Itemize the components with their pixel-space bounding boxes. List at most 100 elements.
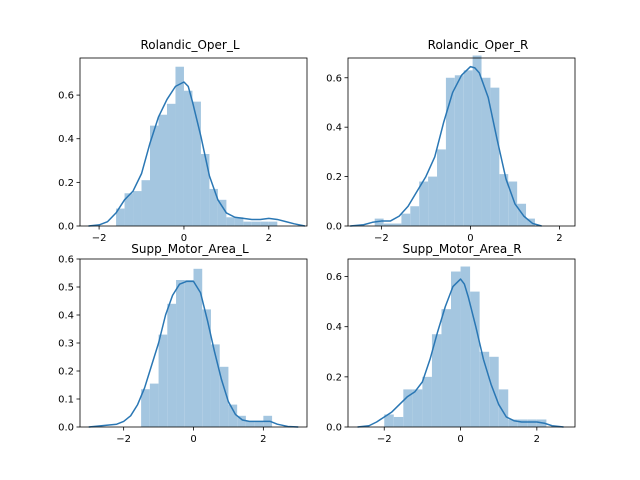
hist-bar-rolandic-oper-r-9	[454, 75, 464, 226]
hist-bar-supp-motor-area-l-3	[167, 303, 177, 427]
hist-bar-supp-motor-area-l-2	[158, 334, 168, 427]
subplot-supp-motor-area-l: −2 0 2 0.0 0.1 0.2 0.3 0.4 0.5 0.6	[58, 255, 308, 445]
hist-bar-supp-motor-area-r-8	[460, 266, 471, 427]
hist-bar-supp-motor-area-l-9	[219, 366, 229, 427]
hist-bar-supp-motor-area-r-12	[498, 389, 509, 427]
hist-bar-rolandic-oper-r-16	[517, 203, 527, 226]
hist-bar-supp-motor-area-r-1	[393, 416, 404, 427]
y-tick-label-supp-motor-area-r-2: 0.4	[326, 322, 342, 333]
axes-frame-supp-motor-area-r	[347, 258, 576, 428]
x-tick-label-supp-motor-area-r-2: 2	[534, 434, 540, 445]
y-tick-label-supp-motor-area-l-0: 0.0	[58, 423, 74, 434]
hist-bar-rolandic-oper-r-1	[383, 223, 393, 226]
hist-bar-rolandic-oper-l-11	[209, 188, 218, 226]
hist-bar-supp-motor-area-r-5	[431, 334, 442, 427]
hist-bar-rolandic-oper-l-18	[268, 221, 278, 226]
y-tick-label-rolandic-oper-l-2: 0.4	[58, 134, 74, 145]
x-tick-label-rolandic-oper-r-1: 0	[467, 233, 473, 244]
y-tick-label-rolandic-oper-l-3: 0.6	[58, 91, 74, 102]
x-tick-label-rolandic-oper-l-0: −2	[92, 233, 107, 244]
hist-bar-rolandic-oper-r-10	[463, 70, 473, 226]
y-tick-label-supp-motor-area-l-6: 0.6	[58, 255, 74, 266]
x-tick-label-supp-motor-area-l-0: −2	[116, 434, 131, 445]
hist-bar-supp-motor-area-r-15	[527, 419, 537, 427]
kde-line-rolandic-oper-r	[350, 65, 542, 227]
x-tick-label-supp-motor-area-l-2: 2	[260, 434, 266, 445]
y-tick-label-rolandic-oper-l-1: 0.2	[58, 178, 74, 189]
y-tick-label-rolandic-oper-r-1: 0.2	[326, 172, 342, 183]
hist-bar-supp-motor-area-l-1	[149, 383, 159, 427]
hist-bar-rolandic-oper-r-7	[437, 149, 446, 226]
y-tick-label-supp-motor-area-l-2: 0.2	[58, 367, 74, 378]
kde-line-supp-motor-area-l	[88, 280, 299, 428]
subplot-rolandic-oper-l: −2 0 2 0.0 0.2 0.4 0.6	[58, 57, 308, 244]
hist-bar-rolandic-oper-l-2	[133, 191, 142, 226]
hist-bar-rolandic-oper-r-2	[392, 223, 402, 226]
x-tick-label-rolandic-oper-l-1: 0	[181, 233, 187, 244]
y-tick-label-supp-motor-area-r-3: 0.6	[326, 272, 342, 283]
y-tick-label-supp-motor-area-l-4: 0.4	[58, 311, 74, 322]
y-tick-label-supp-motor-area-l-1: 0.1	[58, 395, 74, 406]
hist-bar-rolandic-oper-l-16	[251, 221, 261, 226]
hist-bar-supp-motor-area-r-0	[384, 414, 394, 427]
panel-title-supp-motor-area-l: Supp_Motor_Area_L	[131, 242, 249, 256]
hist-bar-rolandic-oper-l-5	[158, 114, 167, 226]
x-tick-label-supp-motor-area-l-1: 0	[190, 434, 196, 445]
hist-bar-rolandic-oper-l-1	[124, 193, 134, 226]
hist-bar-supp-motor-area-l-5	[184, 280, 194, 427]
hist-bar-rolandic-oper-l-17	[260, 221, 269, 226]
hist-bar-rolandic-oper-r-12	[481, 77, 491, 226]
hist-bar-rolandic-oper-r-13	[490, 87, 500, 227]
hist-bar-rolandic-oper-r-14	[499, 174, 509, 226]
y-tick-label-supp-motor-area-l-5: 0.5	[58, 283, 74, 294]
x-tick-label-rolandic-oper-r-0: −2	[374, 233, 389, 244]
subplot-rolandic-oper-r: −2 0 2 0.0 0.2 0.4 0.6	[326, 55, 576, 244]
x-tick-label-rolandic-oper-l-2: 2	[266, 233, 272, 244]
hist-bar-supp-motor-area-l-4	[176, 280, 185, 427]
hist-bar-supp-motor-area-r-10	[479, 351, 490, 427]
y-tick-label-rolandic-oper-r-0: 0.0	[326, 222, 342, 233]
hist-bar-supp-motor-area-l-7	[202, 309, 211, 427]
hist-bar-rolandic-oper-l-3	[141, 180, 151, 226]
hist-bar-supp-motor-area-r-13	[508, 419, 518, 427]
hist-bar-rolandic-oper-l-0	[116, 208, 125, 226]
hist-bar-rolandic-oper-r-0	[374, 218, 384, 226]
hist-bar-supp-motor-area-l-6	[193, 268, 203, 427]
hist-bar-rolandic-oper-r-11	[472, 55, 482, 226]
hist-bar-supp-motor-area-l-11	[237, 415, 246, 427]
hist-bar-supp-motor-area-r-3	[412, 389, 423, 427]
hist-bar-rolandic-oper-l-10	[200, 154, 210, 226]
hist-bar-rolandic-oper-l-13	[226, 217, 235, 226]
x-tick-label-supp-motor-area-r-1: 0	[457, 434, 463, 445]
hist-bar-rolandic-oper-l-8	[183, 90, 193, 226]
panel-title-rolandic-oper-l: Rolandic_Oper_L	[140, 38, 239, 52]
hist-bar-rolandic-oper-l-7	[175, 66, 184, 226]
panel-title-supp-motor-area-r: Supp_Motor_Area_R	[402, 242, 521, 256]
y-tick-label-rolandic-oper-r-3: 0.6	[326, 73, 342, 84]
hist-bar-rolandic-oper-l-6	[166, 103, 176, 226]
hist-bar-rolandic-oper-r-3	[401, 213, 411, 226]
hist-bar-rolandic-oper-r-4	[410, 206, 420, 226]
hist-bar-supp-motor-area-l-13	[254, 421, 264, 427]
hist-bar-rolandic-oper-r-15	[508, 181, 518, 226]
x-tick-label-supp-motor-area-r-0: −2	[377, 434, 392, 445]
hist-bar-supp-motor-area-r-4	[422, 376, 432, 427]
panel-title-rolandic-oper-r: Rolandic_Oper_R	[428, 38, 529, 52]
y-tick-label-supp-motor-area-l-3: 0.3	[58, 339, 74, 350]
axes-frame-rolandic-oper-r	[347, 57, 576, 227]
hist-bar-supp-motor-area-r-6	[441, 309, 452, 427]
hist-bar-rolandic-oper-l-4	[150, 125, 159, 226]
kde-line-supp-motor-area-r	[357, 278, 564, 428]
x-tick-label-rolandic-oper-r-2: 2	[556, 233, 562, 244]
hist-bar-rolandic-oper-l-14	[234, 217, 244, 226]
y-tick-label-rolandic-oper-r-2: 0.4	[326, 123, 342, 134]
hist-bar-supp-motor-area-l-8	[210, 344, 220, 427]
axes-frame-rolandic-oper-l	[79, 57, 308, 227]
hist-bar-supp-motor-area-l-0	[141, 389, 150, 427]
hist-bar-supp-motor-area-r-14	[517, 419, 528, 427]
hist-bar-rolandic-oper-r-8	[445, 77, 455, 226]
hist-bar-supp-motor-area-r-9	[470, 291, 480, 427]
hist-bar-rolandic-oper-l-9	[192, 101, 201, 226]
